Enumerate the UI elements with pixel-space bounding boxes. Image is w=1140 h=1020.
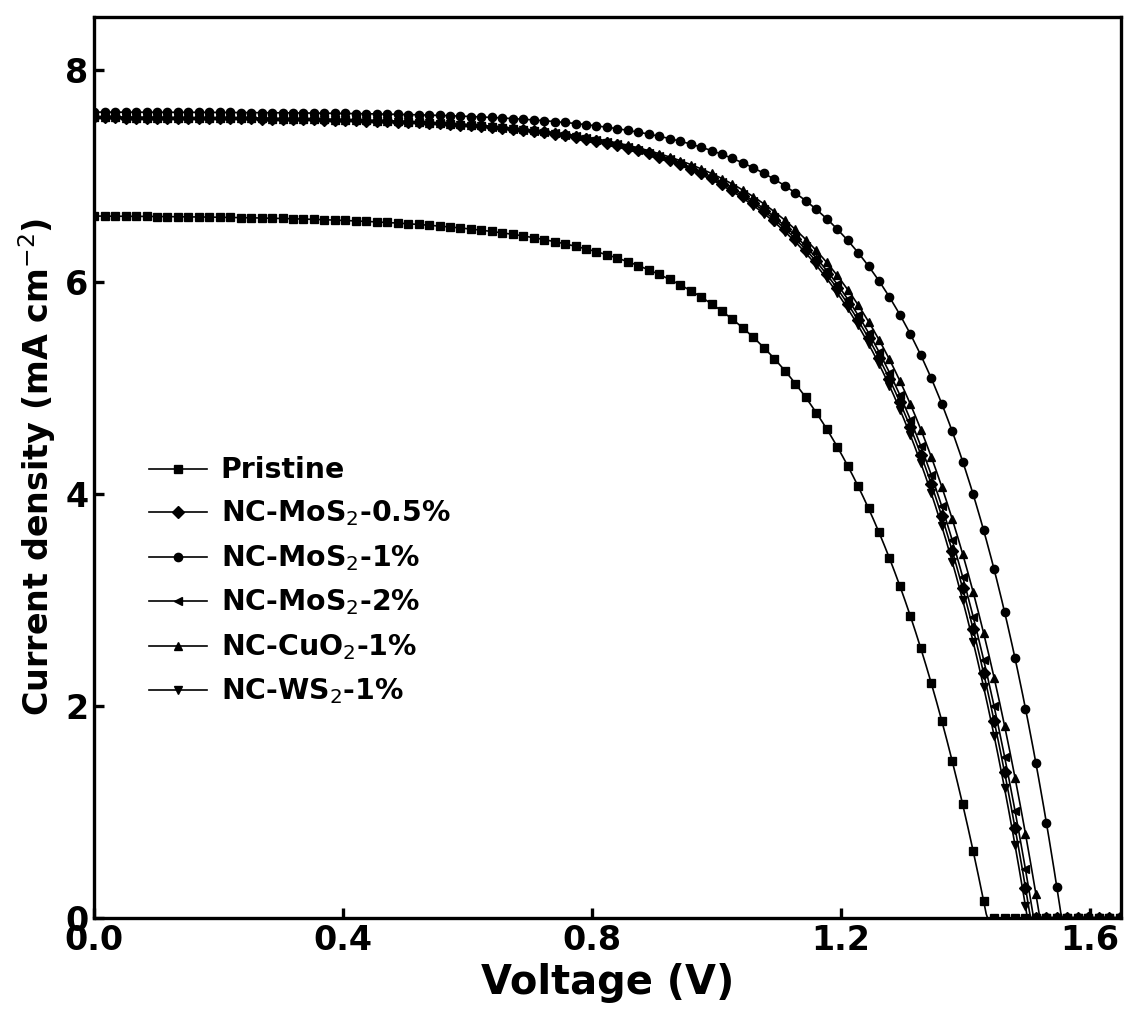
NC-MoS$_2$-0.5% [722,182,735,194]
Line: Pristine: Pristine [90,212,1140,922]
Pristine [722,310,735,322]
NC-MoS$_2$-1% [880,287,894,299]
NC-MoS$_2$-2% [880,361,894,373]
NC-MoS$_2$-1% [722,151,735,163]
NC-CuO$_2$-1% [1033,912,1047,924]
NC-MoS$_2$-0.5% [880,367,894,379]
NC-MoS$_2$-1% [694,141,708,153]
NC-MoS$_2$-2% [694,165,708,177]
NC-MoS$_2$-2% [722,180,735,192]
NC-MoS$_2$-0.5% [694,167,708,180]
NC-WS$_2$-1% [754,204,767,216]
NC-MoS$_2$-0.5% [754,202,767,214]
NC-CuO$_2$-1% [88,111,101,123]
NC-MoS$_2$-0.5% [987,715,1001,727]
NC-MoS$_2$-1% [1056,912,1069,924]
NC-WS$_2$-1% [987,729,1001,742]
Y-axis label: Current density (mA cm$^{-2}$): Current density (mA cm$^{-2}$) [17,218,58,716]
NC-MoS$_2$-1% [88,106,101,118]
NC-MoS$_2$-2% [152,111,165,123]
NC-MoS$_2$-1% [987,563,1001,575]
NC-CuO$_2$-1% [1132,912,1140,924]
NC-MoS$_2$-2% [987,700,1001,712]
Pristine [880,546,894,558]
NC-CuO$_2$-1% [754,195,767,207]
Pristine [1132,912,1140,924]
NC-CuO$_2$-1% [694,163,708,175]
Pristine [754,338,767,350]
NC-MoS$_2$-2% [1132,912,1140,924]
Pristine [152,210,165,222]
NC-MoS$_2$-0.5% [88,111,101,123]
Pristine [694,291,708,303]
NC-MoS$_2$-0.5% [1024,912,1037,924]
Line: NC-MoS$_2$-1%: NC-MoS$_2$-1% [90,108,1140,922]
NC-CuO$_2$-1% [722,175,735,188]
Line: NC-MoS$_2$-2%: NC-MoS$_2$-2% [90,113,1140,922]
NC-MoS$_2$-1% [152,106,165,118]
NC-WS$_2$-1% [1132,912,1140,924]
X-axis label: Voltage (V): Voltage (V) [481,963,734,1004]
NC-MoS$_2$-1% [754,165,767,177]
Pristine [980,912,994,924]
NC-WS$_2$-1% [1021,912,1035,924]
NC-CuO$_2$-1% [987,671,1001,683]
Pristine [88,210,101,222]
NC-WS$_2$-1% [694,168,708,181]
NC-MoS$_2$-1% [1132,912,1140,924]
NC-WS$_2$-1% [880,374,894,387]
NC-MoS$_2$-2% [88,111,101,123]
Line: NC-CuO$_2$-1%: NC-CuO$_2$-1% [90,113,1140,922]
NC-MoS$_2$-2% [754,200,767,212]
NC-MoS$_2$-0.5% [1132,912,1140,924]
NC-WS$_2$-1% [88,111,101,123]
NC-WS$_2$-1% [722,184,735,196]
NC-CuO$_2$-1% [880,348,894,360]
Line: NC-WS$_2$-1%: NC-WS$_2$-1% [90,113,1140,922]
NC-WS$_2$-1% [152,111,165,123]
NC-MoS$_2$-2% [1028,912,1042,924]
NC-CuO$_2$-1% [152,111,165,123]
Line: NC-MoS$_2$-0.5%: NC-MoS$_2$-0.5% [90,113,1140,922]
Pristine [988,912,1002,924]
Legend: Pristine, NC-MoS$_2$-0.5%, NC-MoS$_2$-1%, NC-MoS$_2$-2%, NC-CuO$_2$-1%, NC-WS$_2: Pristine, NC-MoS$_2$-0.5%, NC-MoS$_2$-1%… [148,456,450,706]
NC-MoS$_2$-0.5% [152,111,165,123]
